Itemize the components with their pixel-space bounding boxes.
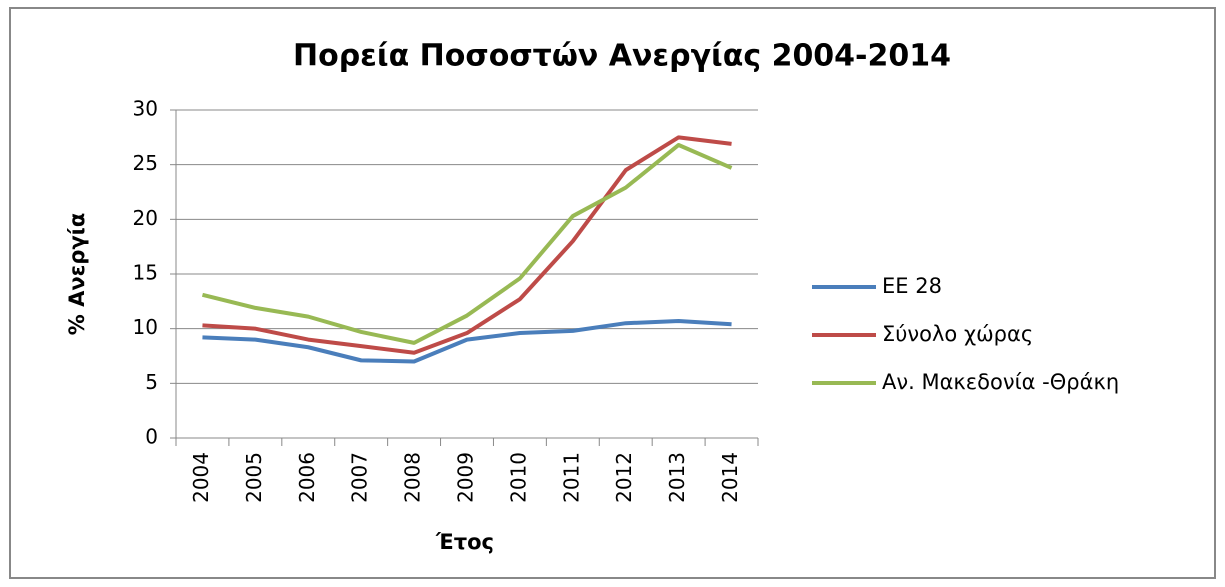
x-tick-label: 2011	[559, 452, 583, 503]
series-line	[202, 319, 732, 364]
x-tick-label: 2009	[454, 452, 478, 503]
x-tick-label: 2007	[348, 452, 372, 503]
chart-title: Πορεία Ποσοστών Ανεργίας 2004-2014	[293, 39, 951, 74]
x-tick-label: 2012	[612, 452, 636, 503]
x-tick-label: 2005	[242, 452, 266, 503]
x-tick-label: 2006	[295, 452, 319, 503]
y-tick-label: 20	[133, 206, 158, 230]
y-tick-label: 5	[145, 370, 158, 394]
chart-border	[9, 7, 1216, 579]
x-tick-label: 2010	[506, 452, 530, 503]
x-axis-label: Έτος	[435, 530, 494, 554]
x-tick-label: 2013	[665, 452, 689, 503]
x-tick-label: 2008	[401, 452, 425, 503]
y-tick-label: 30	[133, 97, 158, 121]
y-tick-label: 0	[145, 425, 158, 449]
x-tick-label: 2004	[189, 452, 213, 503]
y-axis-label: % Ανεργία	[65, 213, 89, 336]
x-tick-label: 2014	[718, 452, 742, 503]
y-tick-label: 25	[133, 151, 158, 175]
series-line	[201, 142, 733, 345]
y-tick-label: 10	[133, 315, 158, 339]
series-line	[202, 135, 732, 355]
legend-label: Σύνολο χώρας	[882, 322, 1033, 346]
legend-label: Αν. Μακεδονία -Θράκη	[882, 370, 1119, 394]
legend-label: ΕΕ 28	[882, 274, 942, 298]
y-tick-label: 15	[133, 261, 158, 285]
